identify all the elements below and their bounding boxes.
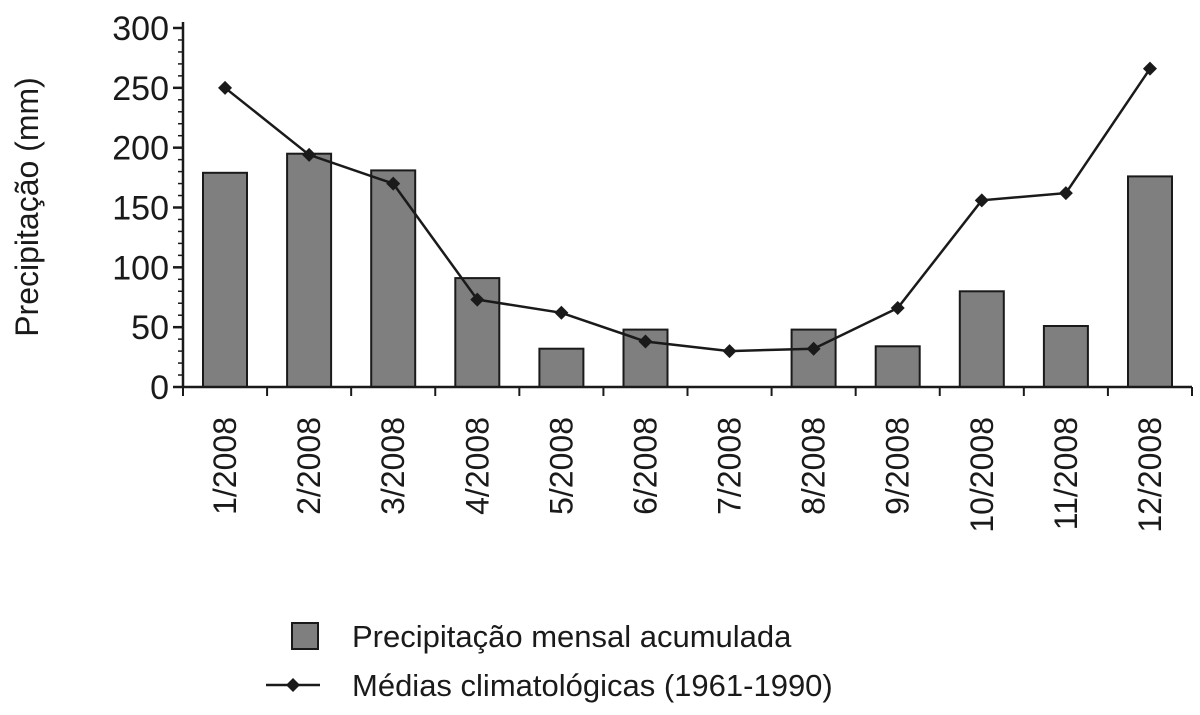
legend-label-bars: Precipitação mensal acumulada xyxy=(352,619,792,654)
x-tick-label-4/2008: 4/2008 xyxy=(459,417,495,515)
line-point-5/2008 xyxy=(554,305,569,320)
bar-1/2008 xyxy=(202,171,248,388)
y-tick-label-250: 250 xyxy=(112,70,169,108)
x-tick-label-6/2008: 6/2008 xyxy=(627,417,663,515)
line-point-8/2008 xyxy=(806,341,821,356)
y-tick-label-100: 100 xyxy=(112,249,169,287)
y-tick-label-200: 200 xyxy=(112,130,169,168)
bar-3/2008 xyxy=(370,169,417,388)
x-tick-label-7/2008: 7/2008 xyxy=(712,417,748,515)
bar-9/2008 xyxy=(874,345,921,388)
line-point-2/2008 xyxy=(302,147,317,162)
x-tick-label-5/2008: 5/2008 xyxy=(543,417,579,515)
x-tick-label-1/2008: 1/2008 xyxy=(207,417,243,515)
legend-item-line: Médias climatológicas (1961-1990) xyxy=(266,668,833,703)
legend-swatch-bars xyxy=(291,622,319,650)
line-point-6/2008 xyxy=(638,334,653,349)
y-axis-title: Precipitação (mm) xyxy=(9,77,45,337)
legend-item-bars: Precipitação mensal acumulada xyxy=(291,619,792,654)
x-tick-label-12/2008: 12/2008 xyxy=(1132,417,1168,533)
bar-8/2008 xyxy=(790,328,837,389)
x-tick-label-2/2008: 2/2008 xyxy=(291,417,327,515)
y-tick-label-0: 0 xyxy=(150,369,169,407)
bar-10/2008 xyxy=(958,290,1005,388)
plot-area: 0 50 100 150 200 250 300 1/2008 2/2008 3/2008 4/20… xyxy=(112,10,1193,533)
line-medias-climatologicas xyxy=(224,67,1152,353)
x-tick-label-3/2008: 3/2008 xyxy=(375,417,411,515)
bar-11/2008 xyxy=(1042,325,1089,388)
x-tick-label-10/2008: 10/2008 xyxy=(964,417,1000,533)
bar-5/2008 xyxy=(538,347,585,389)
line-point-4/2008 xyxy=(470,292,485,307)
y-tick-label-300: 300 xyxy=(112,10,169,48)
x-tick-label-8/2008: 8/2008 xyxy=(796,417,832,515)
y-tick-label-50: 50 xyxy=(131,309,169,347)
line-point-7/2008 xyxy=(722,344,737,359)
bar-2/2008 xyxy=(286,152,333,388)
x-tick-label-11/2008: 11/2008 xyxy=(1048,417,1084,530)
legend-diamond-marker xyxy=(286,678,300,692)
line-point-9/2008 xyxy=(890,301,905,316)
line-point-3/2008 xyxy=(386,176,401,191)
y-tick-label-150: 150 xyxy=(112,190,169,228)
line-point-1/2008 xyxy=(218,80,233,95)
x-tick-label-9/2008: 9/2008 xyxy=(880,417,916,515)
line-point-12/2008 xyxy=(1142,61,1157,76)
line-point-10/2008 xyxy=(974,193,989,208)
legend-label-line: Médias climatológicas (1961-1990) xyxy=(352,668,833,703)
legend: Precipitação mensal acumulada Médias cli… xyxy=(266,619,833,703)
bar-12/2008 xyxy=(1127,175,1173,388)
line-point-11/2008 xyxy=(1058,186,1073,201)
